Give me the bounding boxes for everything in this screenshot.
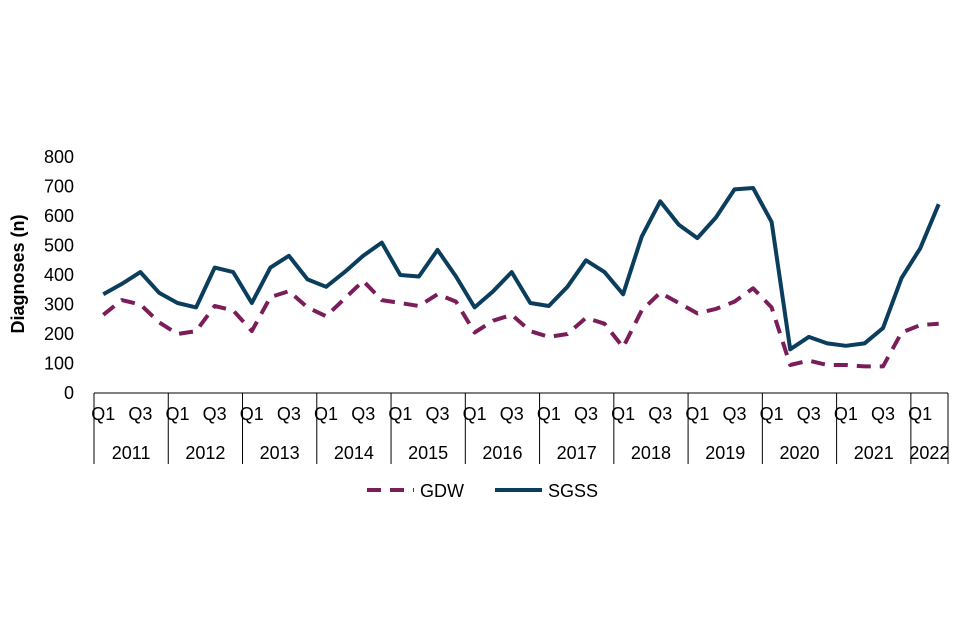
year-label: 2013 [260, 443, 300, 463]
year-label: 2015 [408, 443, 448, 463]
quarter-label: Q1 [91, 404, 115, 424]
quarter-label: Q3 [574, 404, 598, 424]
y-tick-label: 500 [44, 236, 74, 256]
quarter-label: Q1 [537, 404, 561, 424]
quarter-label: Q1 [314, 404, 338, 424]
quarter-label: Q1 [463, 404, 487, 424]
quarter-label: Q3 [797, 404, 821, 424]
quarter-label: Q3 [500, 404, 524, 424]
y-axis: 0 100 200 300 400 500 600 700 800 [44, 147, 74, 403]
year-label: 2021 [854, 443, 894, 463]
quarter-label: Q1 [685, 404, 709, 424]
y-tick-label: 800 [44, 147, 74, 167]
quarter-label: Q3 [648, 404, 672, 424]
year-label: 2011 [112, 443, 151, 463]
legend: GDW SGSS [367, 481, 598, 501]
y-tick-label: 0 [64, 383, 74, 403]
quarter-label: Q1 [166, 404, 190, 424]
y-tick-label: 100 [44, 354, 74, 374]
y-tick-label: 200 [44, 324, 74, 344]
x-axis: Q1 Q3 2011 Q1 Q3 2012 Q1 Q3 2013 Q1 Q3 2014 Q1 Q3 2015… [91, 392, 949, 464]
quarter-label: Q1 [760, 404, 784, 424]
series-line-sgss [102, 186, 941, 352]
y-tick-label: 700 [44, 177, 74, 197]
y-axis-title: Diagnoses (n) [8, 214, 28, 333]
series-line-gdw [102, 278, 939, 369]
series-group [102, 186, 941, 369]
quarter-label: Q3 [203, 404, 227, 424]
legend-label-sgss: SGSS [548, 481, 598, 501]
quarter-label: Q3 [277, 404, 301, 424]
year-label: 2017 [557, 443, 597, 463]
year-label: 2016 [482, 443, 522, 463]
quarter-label: Q1 [240, 404, 264, 424]
quarter-label: Q3 [351, 404, 375, 424]
year-label: 2020 [779, 443, 819, 463]
quarter-label: Q1 [834, 404, 858, 424]
quarter-label: Q1 [611, 404, 635, 424]
year-label: 2018 [631, 443, 671, 463]
quarter-label: Q3 [871, 404, 895, 424]
year-label: 2014 [334, 443, 374, 463]
quarter-label: Q1 [908, 404, 932, 424]
year-label: 2012 [185, 443, 225, 463]
y-tick-label: 400 [44, 265, 74, 285]
quarter-label: Q1 [388, 404, 412, 424]
quarter-label: Q3 [425, 404, 449, 424]
year-label: 2022 [909, 443, 949, 463]
y-tick-label: 300 [44, 295, 74, 315]
quarter-label: Q3 [128, 404, 152, 424]
year-label: 2019 [705, 443, 745, 463]
legend-label-gdw: GDW [420, 481, 464, 501]
y-tick-label: 600 [44, 206, 74, 226]
quarter-label: Q3 [722, 404, 746, 424]
